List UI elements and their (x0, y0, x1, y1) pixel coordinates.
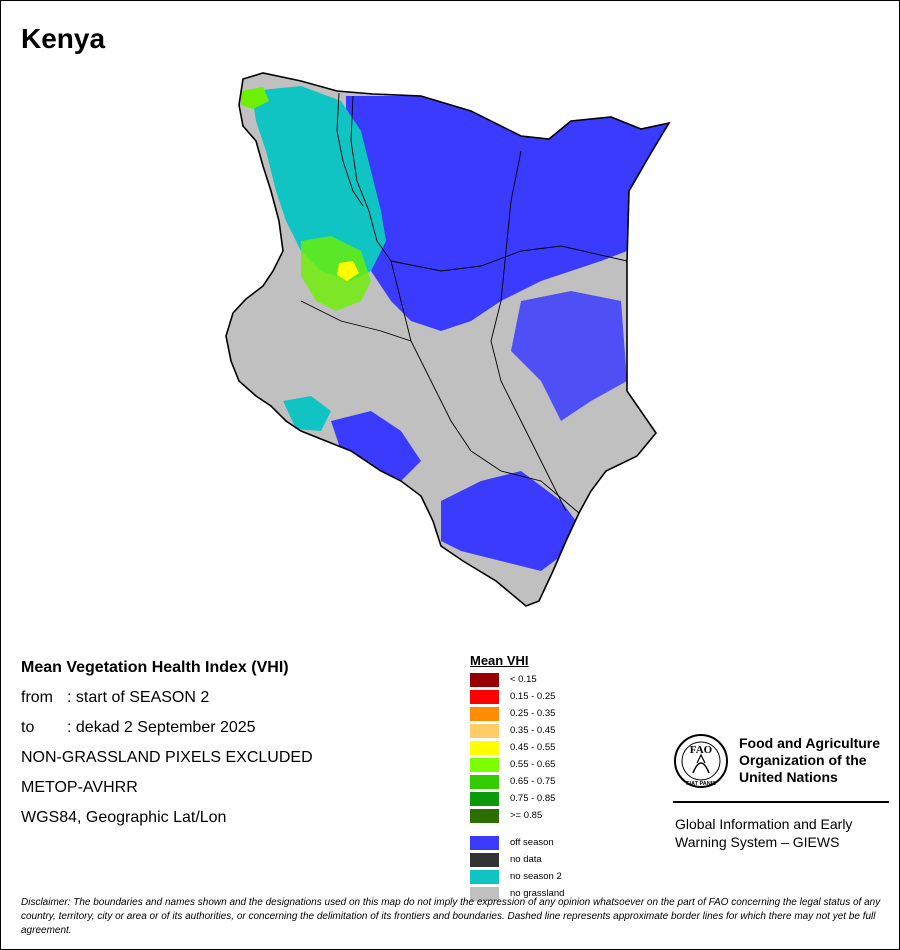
legend-label: 0.45 - 0.55 (510, 742, 556, 753)
fao-name-line-2: Organization of the (739, 752, 867, 768)
boundary-isiolo-garissa (490, 300, 567, 512)
legend-swatch (470, 853, 499, 867)
legend-label: no data (510, 854, 542, 865)
legend-swatch (470, 887, 499, 901)
vhi-yellow-patch (337, 261, 359, 281)
lake-turkana-shading (291, 131, 336, 191)
fao-logo-letters: FAO (690, 744, 713, 756)
off-season-south (441, 471, 576, 571)
vhi-green-northwest (241, 87, 269, 109)
from-label: from (21, 689, 53, 706)
county-boundaries (300, 92, 628, 514)
legend-item: no season 2 (470, 870, 610, 884)
fao-name-line-3: United Nations (739, 769, 838, 785)
legend-swatch (470, 707, 499, 721)
boundary-north-central (390, 245, 628, 272)
legend-swatch (470, 724, 499, 738)
off-season-east (511, 291, 627, 421)
legend-item: >= 0.85 (470, 809, 610, 823)
legend-item: 0.25 - 0.35 (470, 707, 610, 721)
fao-logo-motto: FIAT PANIS (686, 781, 716, 787)
legend-swatch (470, 758, 499, 772)
off-season-north (346, 96, 669, 331)
lake-turkana-west-boundary (336, 92, 364, 207)
no-season-2-southwest (283, 396, 331, 431)
boundary-rift-central (390, 260, 472, 452)
fao-logo-icon: FAO FIAT PANIS (674, 734, 728, 788)
info-from: from : start of SEASON 2 (21, 689, 209, 707)
fao-branding: FAO FIAT PANIS Food and Agriculture Orga… (673, 733, 889, 853)
boundary-marsabit-wajir (500, 150, 522, 302)
legend-item: no data (470, 853, 610, 867)
giews-line-2: Warning System – GIEWS (675, 834, 840, 850)
legend-label: 0.55 - 0.65 (510, 759, 556, 770)
map-title: Kenya (21, 23, 106, 54)
legend-swatch (470, 775, 499, 789)
legend-label: 0.35 - 0.45 (510, 725, 556, 736)
legend-label: no grassland (510, 888, 565, 899)
legend-label: no season 2 (510, 871, 562, 882)
info-sensor: METOP-AVHRR (21, 779, 138, 796)
info-projection: WGS84, Geographic Lat/Lon (21, 809, 227, 826)
legend-label: 0.25 - 0.35 (510, 708, 556, 719)
info-excluded: NON-GRASSLAND PIXELS EXCLUDED (21, 749, 313, 766)
legend-item: 0.75 - 0.85 (470, 792, 610, 806)
lake-turkana-east-boundary (350, 95, 392, 262)
legend-label: 0.75 - 0.85 (510, 793, 556, 804)
to-value: : dekad 2 September 2025 (67, 719, 256, 736)
giews-line-1: Global Information and Early (675, 816, 853, 832)
legend-swatch (470, 836, 499, 850)
legend-swatch (470, 870, 499, 884)
legend-item: 0.55 - 0.65 (470, 758, 610, 772)
boundary-west-central (300, 300, 412, 342)
legend-swatch (470, 792, 499, 806)
legend-item: 0.65 - 0.75 (470, 775, 610, 789)
legend-label: off season (510, 837, 554, 848)
kenya-vhi-map (225, 72, 671, 607)
legend-label: 0.15 - 0.25 (510, 691, 556, 702)
disclaimer: Disclaimer: The boundaries and names sho… (21, 897, 881, 936)
off-season-southwest (331, 411, 421, 481)
legend-title: Mean VHI (470, 653, 529, 668)
to-label: to (21, 719, 35, 736)
legend-item: < 0.15 (470, 673, 610, 687)
fao-divider (673, 801, 889, 803)
giews-name: Global Information and Early Warning Sys… (675, 815, 852, 851)
legend-item: off season (470, 836, 610, 850)
legend-swatch (470, 673, 499, 687)
fao-name: Food and Agriculture Organization of the… (739, 735, 880, 786)
legend-item: 0.15 - 0.25 (470, 690, 610, 704)
vhi-green-patch (301, 236, 371, 311)
legend-item: 0.35 - 0.45 (470, 724, 610, 738)
kenya-national-border (225, 72, 671, 607)
from-value: : start of SEASON 2 (67, 689, 210, 706)
boundary-south-coast (470, 450, 580, 514)
info-to: to : dekad 2 September 2025 (21, 719, 256, 737)
legend-swatch (470, 809, 499, 823)
legend-swatch (470, 741, 499, 755)
legend-label: < 0.15 (510, 674, 537, 685)
info-title: Mean Vegetation Health Index (VHI) (21, 659, 289, 676)
legend-item: no grassland (470, 887, 610, 901)
legend-label: 0.65 - 0.75 (510, 776, 556, 787)
fao-name-line-1: Food and Agriculture (739, 735, 881, 751)
legend-label: >= 0.85 (510, 810, 543, 821)
legend-swatch (470, 690, 499, 704)
grey-central-patch (381, 331, 491, 421)
legend-item: 0.45 - 0.55 (470, 741, 610, 755)
